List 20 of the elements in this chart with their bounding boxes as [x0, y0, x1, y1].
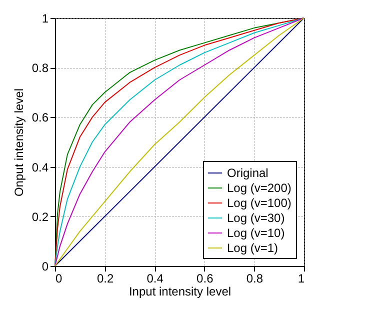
x-tick-label: 0.8: [246, 272, 264, 286]
y-tick-label: 1: [42, 12, 49, 26]
y-tick-label: 0: [42, 260, 49, 274]
x-tick-label: 0: [56, 272, 62, 286]
x-tick-label: 0.2: [96, 272, 114, 286]
legend-label: Log (v=100): [227, 196, 292, 210]
x-axis-title: Input intensity level: [128, 284, 232, 298]
y-tick-label: 0.8: [32, 61, 49, 76]
legend-label: Log (v=10): [227, 226, 285, 240]
legend-label: Log (v=200): [227, 181, 292, 195]
y-axis-title: Onput intensity level: [12, 88, 26, 197]
x-tick-label: 0.4: [146, 272, 164, 286]
legend-label: Log (v=30): [227, 211, 285, 225]
x-tick-label: 1: [298, 272, 305, 286]
legend-label: Log (v=1): [227, 241, 278, 255]
legend-label: Original: [227, 166, 268, 180]
y-tick-label: 0.2: [32, 210, 49, 224]
y-tick-label: 0.4: [32, 160, 49, 174]
x-tick-label: 0.6: [196, 272, 214, 286]
y-tick-label: 0.6: [32, 110, 49, 125]
